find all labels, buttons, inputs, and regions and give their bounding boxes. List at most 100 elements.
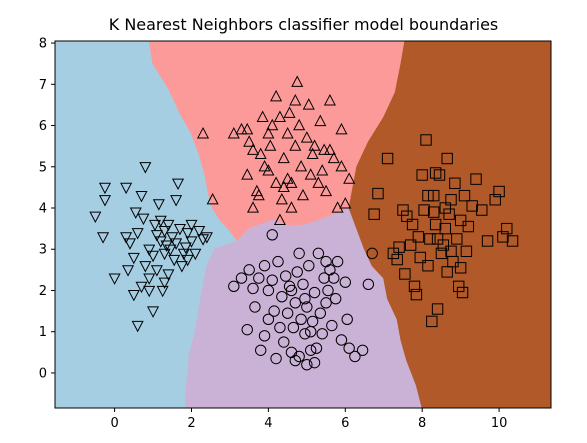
x-tick-label: 2 (187, 416, 195, 431)
data-point-triangle-down (135, 190, 148, 203)
data-point-circle (366, 247, 378, 260)
data-point-square (441, 152, 453, 165)
data-point-triangle-down (97, 232, 110, 244)
data-point-square (387, 247, 400, 260)
data-point-square (466, 200, 478, 212)
data-point-circle (297, 278, 309, 290)
data-point-circle (304, 326, 317, 338)
data-point-triangle-down (147, 306, 160, 318)
data-point-square (501, 222, 513, 235)
data-point-triangle-down (172, 178, 185, 191)
data-point-triangle-up (289, 93, 302, 106)
data-point-circle (255, 344, 267, 356)
data-point-triangle-up (275, 192, 288, 205)
data-point-circle (266, 274, 278, 286)
data-point-circle (268, 305, 280, 317)
data-point-circle (304, 344, 317, 356)
data-point-triangle-down (123, 238, 137, 250)
data-point-circle (262, 313, 275, 326)
data-point-circle (241, 323, 253, 336)
data-point-circle (308, 286, 321, 299)
data-point-square (404, 239, 417, 251)
data-point-triangle-up (295, 159, 308, 172)
data-point-triangle-up (273, 110, 286, 122)
data-point-circle (247, 282, 259, 295)
data-point-square (449, 177, 461, 189)
y-tick-label: 2 (39, 284, 47, 299)
data-point-circle (276, 290, 288, 303)
data-point-triangle-up (335, 159, 348, 172)
data-point-circle (328, 272, 340, 284)
data-point-circle (335, 334, 348, 346)
data-point-triangle-down (89, 211, 102, 224)
data-point-square (489, 194, 501, 206)
data-point-square (424, 233, 436, 245)
data-point-triangle-down (150, 230, 163, 242)
data-point-circle (308, 356, 321, 369)
data-point-triangle-up (308, 139, 321, 151)
data-point-triangle-up (273, 213, 286, 226)
data-point-triangle-down (175, 261, 188, 273)
data-point-circle (270, 352, 282, 365)
data-point-triangle-down (170, 195, 183, 207)
data-point-triangle-down (147, 250, 160, 263)
data-point-square (456, 286, 469, 299)
data-point-circle (293, 350, 305, 363)
data-point-square (460, 245, 473, 258)
data-point-square (443, 208, 455, 220)
data-point-square (401, 210, 413, 222)
data-point-triangle-up (323, 93, 336, 106)
data-point-triangle-down (170, 238, 183, 250)
data-point-square (428, 189, 440, 202)
data-point-square (470, 173, 482, 185)
data-point-square (445, 245, 457, 258)
data-point-square (493, 185, 505, 198)
data-point-square (497, 231, 509, 243)
data-point-square (431, 233, 444, 245)
data-point-square (422, 260, 434, 272)
data-point-circle (289, 354, 302, 367)
data-point-square (454, 214, 467, 227)
data-point-triangle-down (162, 269, 175, 281)
data-point-square (445, 194, 457, 206)
data-point-triangle-up (264, 139, 277, 151)
data-point-circle (299, 328, 311, 340)
data-point-circle (258, 260, 271, 272)
data-point-circle (314, 307, 327, 319)
data-point-triangle-up (281, 172, 294, 184)
data-point-square (476, 204, 488, 216)
data-point-square (372, 187, 384, 200)
data-point-square (381, 152, 394, 165)
data-point-triangle-down (193, 226, 206, 238)
data-point-circle (281, 307, 294, 319)
data-point-circle (331, 255, 344, 268)
data-point-triangle-down (98, 195, 112, 207)
x-tick-label: 6 (341, 416, 349, 431)
data-point-triangle-up (270, 89, 283, 102)
data-point-triangle-down (160, 240, 173, 252)
data-points (89, 75, 519, 371)
data-point-square (414, 251, 426, 264)
data-point-triangle-down (139, 162, 152, 174)
data-point-circle (320, 255, 332, 268)
data-point-circle (362, 278, 375, 290)
data-point-circle (243, 264, 255, 276)
data-point-triangle-up (250, 184, 263, 197)
data-point-triangle-up (256, 110, 269, 122)
data-point-triangle-up (323, 143, 336, 155)
data-point-triangle-down (143, 285, 156, 298)
data-point-square (410, 288, 423, 301)
data-point-triangle-up (283, 106, 296, 118)
data-point-triangle-down (189, 248, 202, 261)
data-point-triangle-up (241, 168, 254, 180)
x-tick-label: 0 (110, 416, 118, 431)
data-point-triangle-up (285, 176, 298, 188)
data-point-circle (235, 272, 248, 284)
data-point-square (458, 189, 471, 202)
data-point-triangle-down (152, 199, 165, 211)
data-point-triangle-up (246, 201, 260, 213)
data-point-circle (272, 255, 284, 268)
data-point-circle (318, 272, 330, 284)
data-point-square (412, 231, 425, 243)
